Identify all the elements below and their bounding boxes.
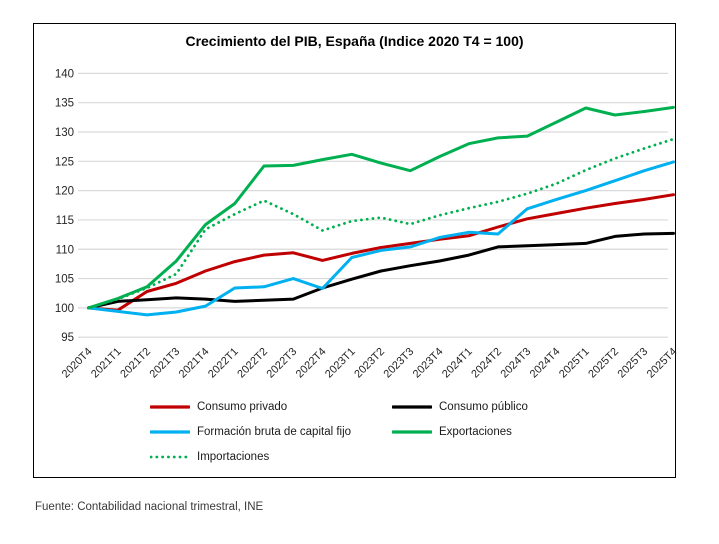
x-axis-label: 2023T2 bbox=[352, 346, 387, 381]
y-axis-label: 120 bbox=[55, 186, 74, 198]
y-axis-label: 95 bbox=[61, 332, 74, 344]
x-axis-label: 2022T2 bbox=[235, 346, 270, 381]
x-axis-label: 2022T4 bbox=[294, 346, 329, 381]
x-axis-label: 2023T4 bbox=[411, 346, 446, 381]
y-axis-label: 140 bbox=[55, 68, 74, 80]
y-axis-label: 125 bbox=[55, 156, 74, 168]
x-axis-label: 2022T3 bbox=[265, 346, 300, 381]
x-axis-label: 2025T4 bbox=[645, 346, 680, 381]
legend-item-consumo-privado: Consumo privado bbox=[150, 400, 287, 414]
x-axis-label: 2024T2 bbox=[469, 346, 504, 381]
y-axis-label: 115 bbox=[56, 215, 74, 227]
series-line-exportaciones bbox=[87, 105, 675, 310]
y-axis-label: 105 bbox=[55, 274, 74, 286]
x-axis-label: 2023T1 bbox=[323, 346, 358, 381]
x-axis-label: 2021T1 bbox=[89, 346, 124, 381]
chart-title: Crecimiento del PIB, España (Indice 2020… bbox=[185, 33, 524, 49]
legend-swatch-importaciones bbox=[150, 455, 190, 459]
legend-label: Formación bruta de capital fijo bbox=[197, 426, 352, 438]
legend-item-formacion-bruta-de-capital-fijo: Formación bruta de capital fijo bbox=[150, 425, 351, 439]
x-axis-label: 2020T4 bbox=[60, 346, 95, 381]
x-axis-label: 2021T2 bbox=[118, 346, 153, 381]
series-line-formacion-bruta-de-capital-fijo bbox=[87, 160, 675, 317]
figure-border bbox=[33, 23, 676, 478]
x-axis-label: 2023T3 bbox=[382, 346, 417, 381]
y-axis-labels: 95 100 105 110 115 120 125 130 135 140 bbox=[55, 68, 74, 344]
y-axis-label: 100 bbox=[55, 303, 74, 315]
series-line-consumo-privado bbox=[87, 193, 675, 312]
source-note: Fuente: Contabilidad nacional trimestral… bbox=[35, 501, 264, 513]
y-axis-label: 110 bbox=[56, 244, 74, 256]
legend-label: Consumo privado bbox=[197, 401, 288, 413]
series-line-consumo-publico bbox=[87, 231, 675, 310]
x-axis-label: 2024T3 bbox=[499, 346, 534, 381]
x-axis-label: 2025T1 bbox=[557, 346, 592, 381]
legend-swatch-consumo-privado bbox=[150, 405, 190, 409]
x-axis-label: 2025T2 bbox=[586, 346, 621, 381]
legend-swatch-consumo-publico bbox=[392, 405, 432, 409]
x-axis-labels: 2020T42021T12021T22021T32021T42022T12022… bbox=[60, 346, 680, 381]
legend-swatch-exportaciones bbox=[392, 430, 432, 434]
legend-swatch-formacion-bruta-de-capital-fijo bbox=[150, 430, 190, 434]
x-axis-label: 2021T4 bbox=[177, 346, 212, 381]
x-axis-label: 2024T1 bbox=[440, 346, 475, 381]
y-axis-label: 130 bbox=[55, 127, 74, 139]
legend-label: Consumo público bbox=[439, 401, 528, 413]
x-axis-label: 2021T3 bbox=[148, 346, 183, 381]
x-axis-label: 2025T3 bbox=[616, 346, 651, 381]
legend-label: Exportaciones bbox=[439, 426, 512, 438]
legend-item-importaciones: Importaciones bbox=[150, 450, 269, 464]
legend-item-consumo-publico: Consumo público bbox=[392, 400, 528, 414]
x-axis-label: 2022T1 bbox=[206, 346, 241, 381]
legend-label: Importaciones bbox=[197, 451, 270, 463]
x-axis-label: 2024T4 bbox=[528, 346, 563, 381]
y-axis-label: 135 bbox=[55, 98, 74, 110]
legend-item-exportaciones: Exportaciones bbox=[392, 425, 512, 439]
